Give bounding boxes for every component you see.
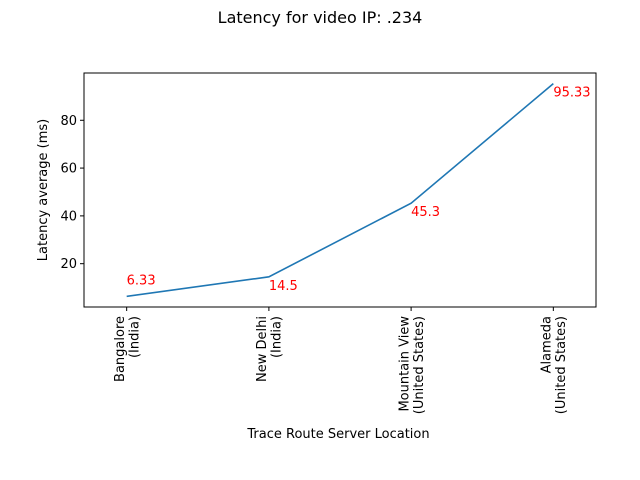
x-tick-label: New Delhi <box>255 316 270 382</box>
y-tick-label: 60 <box>60 162 77 177</box>
plot-frame <box>83 72 597 308</box>
x-tick-label: (India) <box>127 316 142 358</box>
y-axis-label: Latency average (ms) <box>36 119 51 261</box>
data-label: 95.33 <box>553 86 590 101</box>
series-line <box>126 83 554 298</box>
x-tick-label: (India) <box>270 316 285 358</box>
y-tick-label: 80 <box>60 114 77 129</box>
x-tick-label: Alameda <box>540 316 555 373</box>
x-tick-label: Bangalore <box>113 316 128 382</box>
x-tick-label: (United States) <box>554 316 569 414</box>
y-tick-label: 20 <box>60 257 77 272</box>
data-label: 45.3 <box>411 205 440 220</box>
x-tick-label: (United States) <box>412 316 427 414</box>
data-label: 14.5 <box>269 279 298 294</box>
data-label: 6.33 <box>127 273 156 288</box>
y-tick-label: 40 <box>60 209 77 224</box>
chart-title: Latency for video IP: .234 <box>218 8 423 27</box>
x-axis-label: Trace Route Server Location <box>246 427 429 442</box>
x-tick-label: Mountain View <box>397 316 412 412</box>
